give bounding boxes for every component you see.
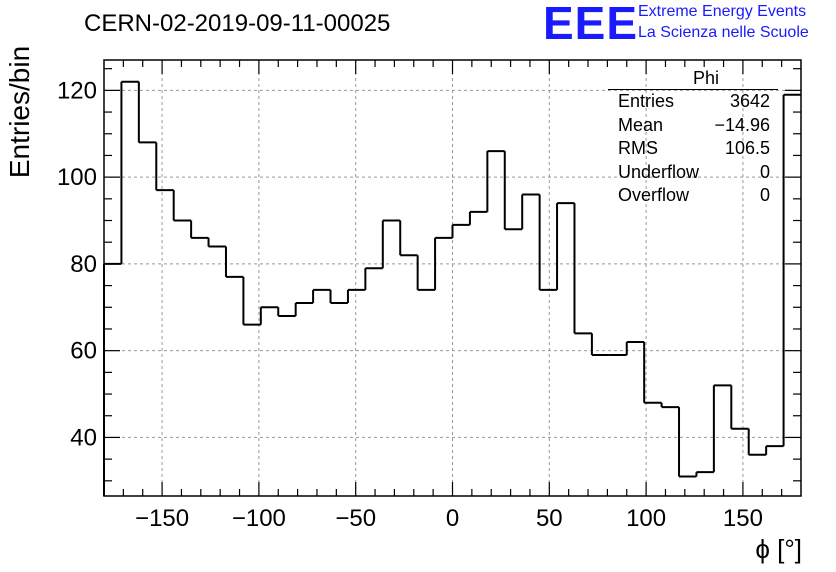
run-title: CERN-02-2019-09-11-00025 bbox=[84, 10, 391, 37]
x-tick-label: −50 bbox=[335, 505, 376, 532]
y-tick-label: 120 bbox=[57, 77, 97, 104]
histogram-bin bbox=[538, 194, 558, 291]
histogram-bin bbox=[695, 471, 714, 477]
histogram-bin bbox=[660, 402, 680, 409]
histogram-bin bbox=[573, 203, 592, 335]
histogram-bin bbox=[381, 219, 401, 269]
stats-title: Phi bbox=[608, 68, 778, 90]
histogram-bin bbox=[172, 190, 192, 222]
stats-label: Underflow bbox=[618, 161, 700, 182]
stats-row-underflow: Underflow 0 bbox=[608, 161, 778, 185]
histogram-bin bbox=[155, 142, 174, 192]
stats-value: −14.96 bbox=[714, 114, 770, 135]
stats-label: Overflow bbox=[618, 185, 690, 205]
stats-value: 3642 bbox=[729, 91, 770, 111]
histogram-bin bbox=[730, 385, 749, 430]
histogram-bin bbox=[364, 267, 383, 290]
histogram-bin bbox=[503, 151, 523, 231]
histogram-bin bbox=[294, 301, 314, 316]
x-tick-label: 50 bbox=[536, 505, 563, 532]
stats-row-entries: Entries 3642 bbox=[608, 90, 778, 114]
histogram-bin bbox=[416, 255, 436, 291]
histogram-bin bbox=[486, 150, 505, 212]
logo-caption-line1: Extreme Energy Events bbox=[638, 3, 807, 20]
stats-value: 0 bbox=[759, 185, 770, 205]
y-tick-label: 100 bbox=[57, 164, 97, 191]
y-tick-label: 60 bbox=[70, 338, 97, 365]
stats-label: Entries bbox=[618, 91, 675, 111]
stats-row-rms: RMS 106.5 bbox=[608, 137, 778, 161]
stats-row-overflow: Overflow 0 bbox=[608, 184, 778, 208]
histogram-bin bbox=[747, 428, 767, 456]
histogram-bin bbox=[224, 246, 244, 278]
y-axis-label: Entries/bin bbox=[4, 45, 35, 179]
stats-value: 106.5 bbox=[724, 138, 770, 158]
histogram-bin bbox=[712, 384, 732, 473]
histogram-bin bbox=[434, 236, 453, 290]
stats-value: 0 bbox=[759, 161, 770, 182]
histogram-bin bbox=[556, 202, 575, 290]
histogram-bin bbox=[399, 220, 418, 257]
histogram-bin bbox=[277, 307, 296, 317]
histogram-bin bbox=[782, 93, 801, 447]
histogram-bin bbox=[137, 81, 157, 144]
histogram-bin bbox=[625, 340, 645, 356]
histogram-layer bbox=[103, 80, 801, 496]
stats-label: Mean bbox=[618, 114, 664, 135]
tick-layer bbox=[104, 60, 801, 496]
histogram-bin bbox=[765, 445, 784, 455]
histogram-bin bbox=[190, 220, 209, 239]
x-tick-label: 150 bbox=[723, 505, 763, 532]
histogram-bin bbox=[451, 223, 470, 238]
stats-row-mean: Mean −14.96 bbox=[608, 114, 778, 138]
tick-label-layer: −150 −100 −50 0 50 100 150 40 60 80 100 120 bbox=[57, 77, 763, 532]
histogram-bin bbox=[468, 210, 488, 225]
histogram-bin bbox=[329, 289, 348, 304]
stats-box: Phi Entries 3642 Mean −14.96 RMS 106.5 U… bbox=[608, 68, 778, 208]
histogram-bin bbox=[643, 341, 662, 404]
x-tick-label: 100 bbox=[626, 505, 666, 532]
histogram-bin bbox=[312, 288, 331, 303]
x-axis-label: ϕ [°] bbox=[755, 534, 802, 564]
histogram-bin bbox=[207, 237, 226, 248]
y-tick-label: 40 bbox=[70, 424, 97, 451]
histogram-bin bbox=[346, 288, 366, 303]
histogram-bin bbox=[103, 262, 122, 496]
y-tick-label: 80 bbox=[70, 251, 97, 278]
logo-caption-line2: La Scienza nelle Scuole bbox=[638, 24, 809, 41]
stats-label: RMS bbox=[618, 138, 658, 158]
x-tick-label: 0 bbox=[446, 505, 459, 532]
histogram-bin bbox=[120, 80, 139, 264]
histogram-bin bbox=[242, 276, 261, 326]
grid-layer bbox=[104, 60, 801, 496]
x-tick-label: −100 bbox=[232, 505, 286, 532]
histogram-bin bbox=[678, 407, 697, 478]
histogram-bin bbox=[259, 306, 279, 325]
histogram-bin bbox=[521, 193, 540, 230]
x-tick-label: −150 bbox=[135, 505, 189, 532]
histogram-bin bbox=[590, 333, 610, 357]
eee-logo: EEE bbox=[543, 0, 639, 49]
